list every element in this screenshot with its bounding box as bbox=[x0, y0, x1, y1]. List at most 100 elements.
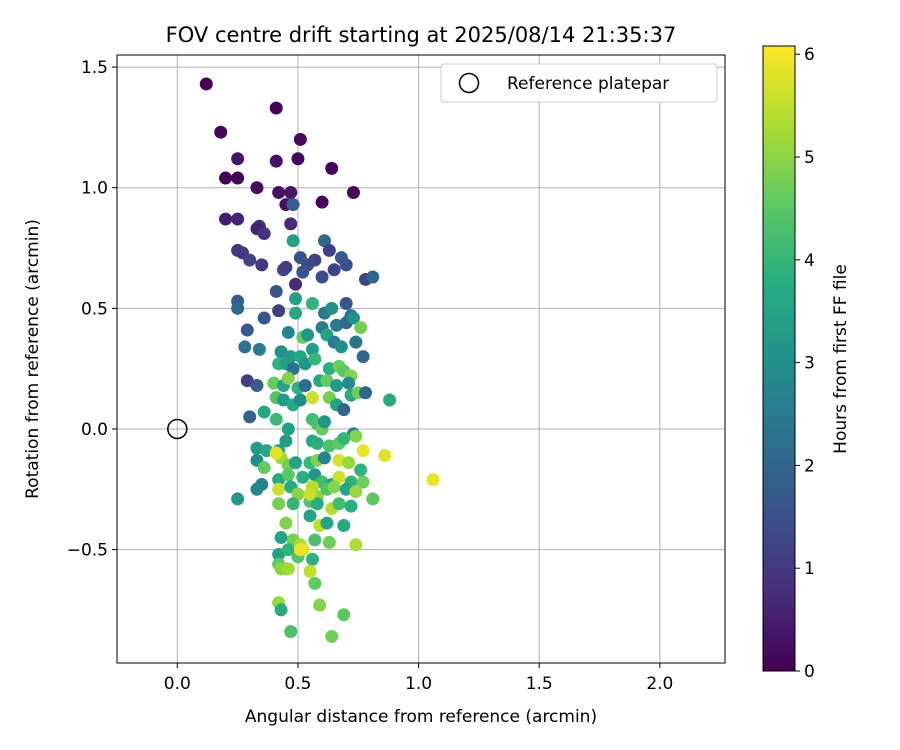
data-point bbox=[383, 393, 397, 407]
data-point bbox=[291, 487, 305, 501]
y-tick-label: 1.0 bbox=[81, 179, 108, 199]
data-point bbox=[281, 543, 295, 557]
data-point bbox=[274, 603, 288, 617]
data-point bbox=[315, 195, 329, 209]
data-point bbox=[301, 328, 315, 342]
data-point bbox=[349, 485, 363, 499]
data-point bbox=[342, 456, 356, 470]
chart-title: FOV centre drift starting at 2025/08/14 … bbox=[166, 23, 677, 47]
legend: Reference platepar bbox=[440, 63, 718, 103]
data-point bbox=[281, 325, 295, 339]
data-point bbox=[284, 625, 298, 639]
data-point bbox=[356, 475, 370, 489]
data-point bbox=[356, 444, 370, 458]
data-point bbox=[250, 181, 264, 195]
grid-lines bbox=[117, 55, 725, 663]
data-point bbox=[281, 562, 295, 576]
data-point bbox=[272, 473, 286, 487]
data-point bbox=[349, 538, 363, 552]
data-point bbox=[272, 482, 286, 496]
x-tick-label: 0.5 bbox=[284, 674, 311, 694]
data-point bbox=[243, 410, 257, 424]
colorbar-tick-label: 4 bbox=[804, 251, 815, 271]
data-point bbox=[284, 186, 298, 200]
data-point bbox=[272, 304, 286, 318]
data-point bbox=[240, 323, 254, 337]
data-point bbox=[317, 451, 331, 465]
data-point bbox=[289, 292, 303, 306]
data-point bbox=[269, 284, 283, 298]
data-point bbox=[313, 598, 327, 612]
data-point bbox=[298, 379, 312, 393]
data-point bbox=[337, 432, 351, 446]
data-point bbox=[289, 277, 303, 291]
data-point bbox=[284, 217, 298, 231]
data-point bbox=[322, 243, 336, 257]
colorbar bbox=[762, 45, 796, 672]
data-point bbox=[346, 311, 360, 325]
data-point bbox=[320, 516, 334, 530]
data-point bbox=[269, 412, 283, 426]
x-axis-label: Angular distance from reference (arcmin) bbox=[245, 707, 597, 727]
data-point bbox=[305, 297, 319, 311]
data-point bbox=[274, 531, 288, 545]
data-point bbox=[325, 161, 339, 175]
data-point bbox=[269, 154, 283, 168]
data-point bbox=[327, 480, 341, 494]
data-point bbox=[325, 301, 339, 315]
data-point bbox=[219, 212, 233, 226]
data-point bbox=[330, 379, 344, 393]
data-point bbox=[298, 357, 312, 371]
data-point bbox=[317, 415, 331, 429]
data-point bbox=[337, 403, 351, 417]
data-point bbox=[257, 311, 271, 325]
data-point bbox=[250, 379, 264, 393]
data-point bbox=[276, 393, 290, 407]
data-point bbox=[342, 376, 356, 390]
y-tick-label: −0.5 bbox=[67, 541, 108, 561]
x-tick-label: 2.0 bbox=[646, 674, 673, 694]
data-point bbox=[332, 497, 346, 511]
data-point bbox=[281, 422, 295, 436]
colorbar-tick-label: 3 bbox=[804, 354, 815, 374]
data-point bbox=[293, 132, 307, 146]
data-points bbox=[199, 77, 440, 643]
reference-platepar-marker bbox=[167, 418, 188, 440]
data-point bbox=[346, 186, 360, 200]
data-point bbox=[214, 125, 228, 139]
data-point bbox=[250, 482, 264, 496]
y-tick-label: 0.5 bbox=[81, 299, 108, 319]
data-point bbox=[320, 374, 334, 388]
y-tick-label: 1.5 bbox=[81, 58, 108, 78]
data-point bbox=[305, 391, 319, 405]
colorbar-tick-label: 0 bbox=[804, 662, 815, 682]
data-point bbox=[286, 234, 300, 248]
data-point bbox=[310, 497, 324, 511]
data-point bbox=[334, 340, 348, 354]
data-point bbox=[378, 449, 392, 463]
data-point bbox=[349, 429, 363, 443]
data-point bbox=[231, 152, 245, 166]
data-point bbox=[325, 629, 339, 643]
y-axis-label: Rotation from reference (arcmin) bbox=[23, 219, 43, 499]
x-tick-label: 1.5 bbox=[526, 674, 553, 694]
data-point bbox=[231, 492, 245, 506]
data-point bbox=[286, 497, 300, 511]
data-point bbox=[281, 468, 295, 482]
colorbar-ticks: 0 1 2 3 4 5 6 bbox=[795, 45, 815, 682]
data-point bbox=[219, 171, 233, 185]
data-point bbox=[296, 470, 310, 484]
data-point bbox=[291, 152, 305, 166]
legend-label: Reference platepar bbox=[507, 74, 669, 94]
data-point bbox=[322, 535, 336, 549]
data-point bbox=[279, 516, 293, 530]
data-point bbox=[272, 497, 286, 511]
data-point bbox=[286, 198, 300, 212]
data-point bbox=[231, 212, 245, 226]
data-point bbox=[238, 340, 252, 354]
data-point bbox=[269, 446, 283, 460]
data-point bbox=[257, 405, 271, 419]
data-point bbox=[279, 434, 293, 448]
data-point bbox=[269, 101, 283, 115]
